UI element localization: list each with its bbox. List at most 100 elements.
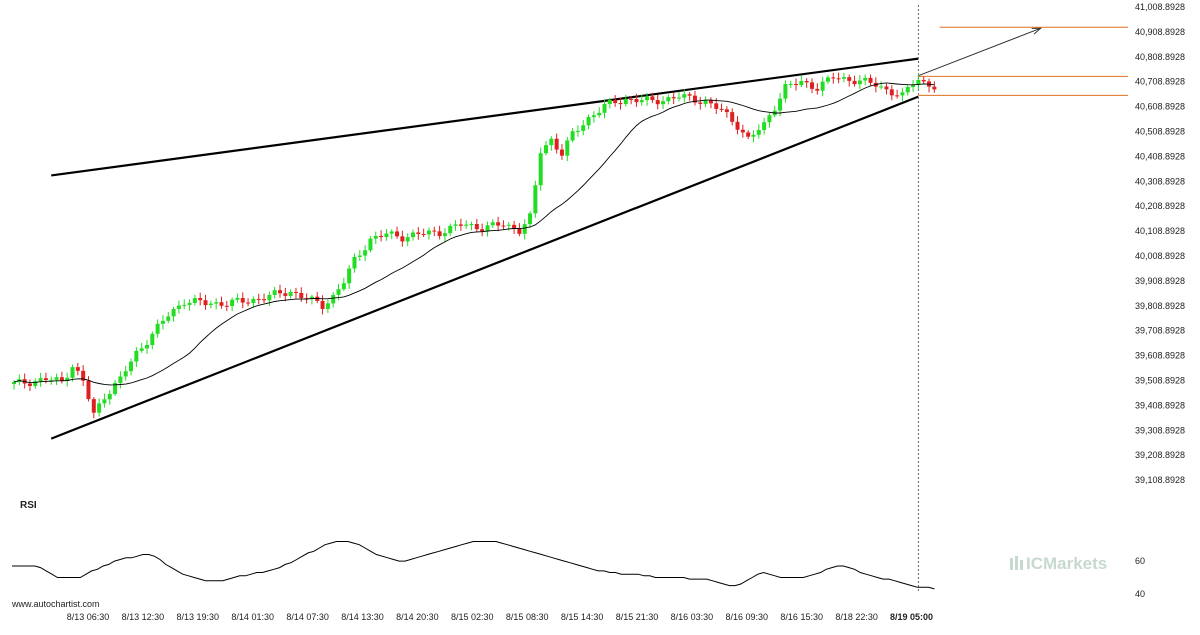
candle-body (639, 100, 644, 103)
candle-body (895, 95, 900, 97)
candle-body (347, 268, 352, 284)
candle-body (799, 81, 804, 85)
candle-body (86, 380, 91, 400)
candle-body (113, 382, 118, 395)
candle-body (166, 316, 171, 321)
candle-body (911, 84, 916, 87)
candle-body (150, 333, 155, 345)
candle-body (224, 305, 229, 307)
candle-body (868, 77, 873, 83)
y-tick-label: 39,108.8928 (1135, 475, 1185, 485)
candle-body (575, 130, 580, 132)
candle-body (852, 80, 857, 85)
x-tick-label: 8/16 03:30 (671, 612, 714, 622)
candle-body (719, 108, 724, 110)
candle-body (309, 296, 314, 300)
footer-source: www.autochartist.com (11, 599, 100, 609)
rsi-label: RSI (20, 500, 37, 511)
candle-body (134, 350, 139, 362)
x-tick-label: 8/14 13:30 (341, 612, 384, 622)
candle-body (884, 86, 889, 90)
candle-body (863, 77, 868, 81)
y-tick-label: 40,808.8928 (1135, 52, 1185, 62)
candle-body (214, 302, 219, 304)
candle-body (325, 303, 330, 309)
candle-body (714, 103, 719, 109)
candle-body (586, 117, 591, 126)
rsi-tick-label: 60 (1135, 556, 1145, 566)
candle-body (54, 377, 59, 380)
candle-body (246, 302, 251, 304)
candle-body (437, 231, 442, 237)
x-tick-label: 8/13 19:30 (177, 612, 220, 622)
candle-body (655, 100, 660, 105)
forecast-arrow-line (918, 27, 1041, 77)
candle-body (879, 86, 884, 88)
candle-body (597, 112, 602, 116)
candle-body (756, 130, 761, 135)
candle-body (405, 237, 410, 242)
candle-body (230, 299, 235, 307)
candle-body (176, 305, 181, 310)
candle-body (107, 394, 112, 400)
candle-body (485, 225, 490, 232)
y-tick-label: 39,408.8928 (1135, 400, 1185, 410)
candle-body (559, 149, 564, 156)
candle-body (889, 89, 894, 96)
candle-body (533, 185, 538, 214)
candle-body (395, 231, 400, 237)
x-tick-label: 8/13 06:30 (67, 612, 110, 622)
candle-body (59, 377, 64, 381)
candle-body (544, 145, 548, 154)
candle-body (368, 238, 373, 251)
y-tick-label: 39,708.8928 (1135, 326, 1185, 336)
y-tick-label: 39,608.8928 (1135, 351, 1185, 361)
y-tick-label: 40,508.8928 (1135, 127, 1185, 137)
candle-body (33, 381, 38, 386)
y-tick-label: 40,308.8928 (1135, 176, 1185, 186)
candle-body (240, 298, 245, 303)
candle-body (538, 153, 543, 186)
candle-body (416, 232, 421, 235)
y-tick-label: 39,508.8928 (1135, 376, 1185, 386)
rsi-tick-label: 40 (1135, 589, 1145, 599)
candle-body (554, 138, 559, 150)
candle-body (581, 125, 586, 131)
candle-body (841, 77, 846, 79)
y-tick-label: 39,308.8928 (1135, 425, 1185, 435)
candle-body (682, 94, 687, 98)
y-tick-label: 40,908.8928 (1135, 27, 1185, 37)
candle-body (671, 97, 676, 99)
candle-body (645, 96, 650, 101)
candle-body (139, 348, 144, 351)
candle-body (666, 97, 671, 102)
x-tick-label: 8/14 20:30 (396, 612, 439, 622)
candle-body (602, 103, 607, 113)
candle-body (198, 298, 203, 301)
candle-body (528, 213, 533, 225)
candle-body (411, 232, 415, 238)
candle-body (357, 255, 362, 257)
candle-body (352, 256, 357, 269)
x-tick-label: 8/14 01:30 (231, 612, 274, 622)
candle-body (517, 228, 522, 234)
candle-body (373, 235, 378, 239)
candle-body (708, 100, 713, 104)
candle-body (251, 298, 256, 304)
candle-body (160, 320, 165, 324)
candle-body (38, 378, 43, 382)
y-tick-label: 41,008.8928 (1135, 2, 1185, 12)
wedge-upper-line (51, 57, 919, 177)
candle-body (549, 138, 554, 146)
x-tick-label: 8/16 15:30 (780, 612, 823, 622)
candle-body (921, 79, 926, 82)
candle-body (262, 299, 267, 301)
candle-body (400, 236, 405, 242)
candle-body (746, 132, 751, 137)
candle-body (613, 99, 618, 104)
candle-body (129, 361, 134, 372)
candlestick-series (12, 72, 937, 419)
candle-body (778, 98, 783, 111)
x-tick-label: 8/15 02:30 (451, 612, 494, 622)
